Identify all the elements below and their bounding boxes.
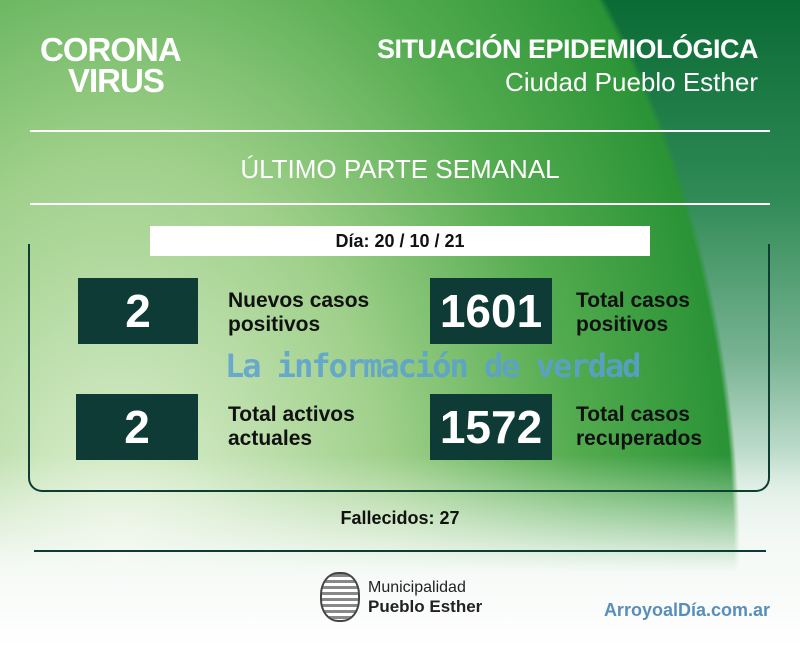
report-date: Día: 20 / 10 / 21: [150, 226, 650, 256]
logo-line1: CORONA: [40, 31, 182, 68]
stat-label-recovered: Total casos recuperados: [576, 403, 703, 450]
stat-value-total-positive: 1601: [430, 278, 552, 344]
stats-frame: [28, 244, 770, 492]
logo-line2: VIRUS: [68, 62, 165, 99]
header: SITUACIÓN EPIDEMIOLÓGICA Ciudad Pueblo E…: [376, 34, 759, 98]
page-subtitle: Ciudad Pueblo Esther: [505, 67, 758, 97]
stat-value-active: 2: [76, 394, 198, 460]
stat-label-total-positive: Total casos positivos: [576, 289, 690, 336]
watermark-brand: ArroyoalDía.com.ar: [603, 600, 770, 620]
stat-value-recovered: 1572: [430, 394, 552, 460]
watermark-tagline: La información de verdad: [225, 347, 641, 385]
page-title: SITUACIÓN EPIDEMIOLÓGICA: [376, 34, 759, 64]
municipality-logo: Municipalidad Pueblo Esther: [320, 572, 482, 622]
footer-line2: Pueblo Esther: [368, 596, 483, 616]
seal-icon: [320, 572, 360, 622]
stat-value-new-cases: 2: [78, 278, 198, 344]
section-title: ÚLTIMO PARTE SEMANAL: [240, 154, 560, 184]
footer-line1: Municipalidad: [368, 578, 466, 596]
divider: [34, 550, 766, 552]
coronavirus-logo: CORONA VIRUS: [40, 31, 182, 99]
divider: [30, 203, 770, 205]
stat-label-new-cases: Nuevos casos positivos: [228, 289, 370, 336]
stat-label-active: Total activos actuales: [228, 403, 355, 450]
deaths-count: Fallecidos: 27: [340, 508, 460, 528]
divider: [30, 130, 770, 132]
